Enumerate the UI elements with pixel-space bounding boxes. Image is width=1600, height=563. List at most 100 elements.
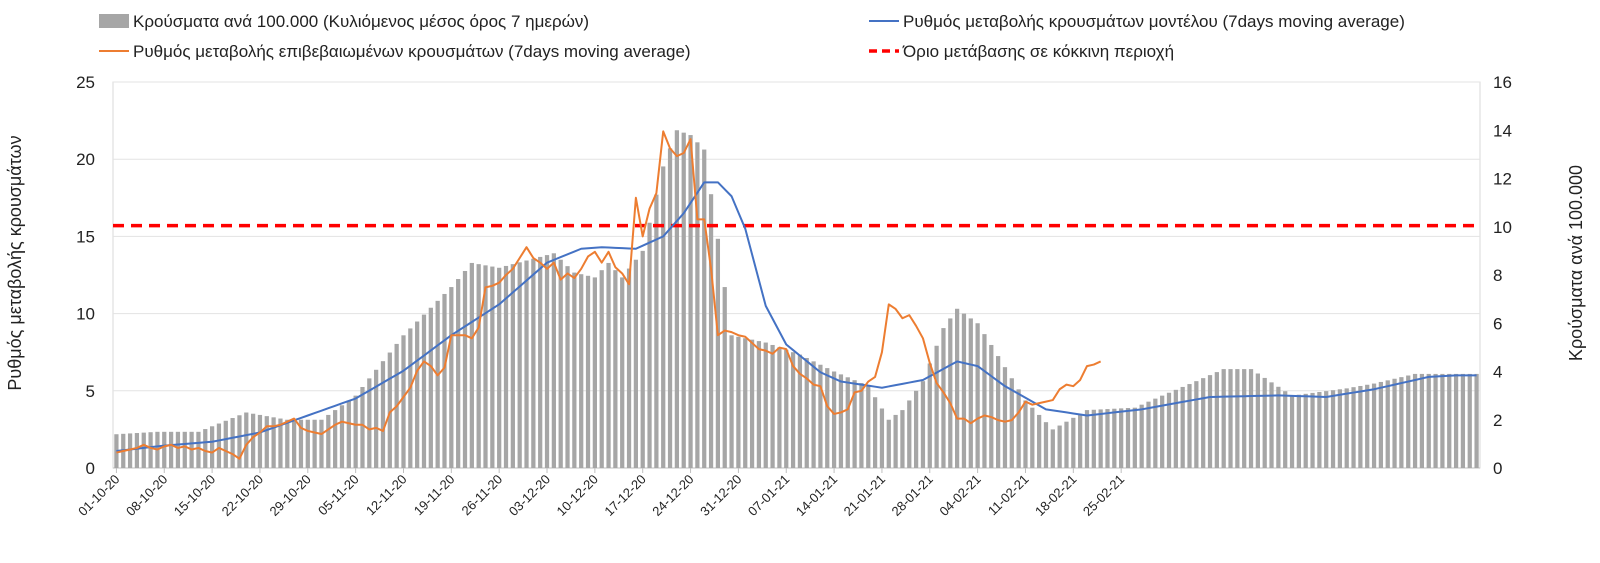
bar	[1324, 391, 1329, 468]
bar	[1214, 372, 1219, 468]
bar	[927, 363, 932, 468]
right-tick-label: 6	[1493, 314, 1502, 333]
bar	[558, 259, 563, 468]
bar	[305, 419, 310, 468]
right-tick-label: 10	[1493, 218, 1512, 237]
bar	[312, 419, 317, 468]
x-tick-label: 21-01-21	[841, 472, 888, 519]
right-tick-label: 8	[1493, 266, 1502, 285]
bar	[1358, 385, 1363, 468]
bar	[941, 328, 946, 468]
bar	[1276, 386, 1281, 468]
bar	[968, 318, 973, 468]
bar	[401, 335, 406, 468]
bar	[374, 369, 379, 468]
bar	[1207, 375, 1213, 468]
x-tick-label: 11-02-21	[985, 472, 1032, 519]
bar	[134, 433, 140, 468]
bar	[1002, 367, 1008, 468]
x-tick-label: 14-01-21	[793, 472, 840, 519]
bar	[736, 336, 741, 468]
x-tick-label: 10-12-20	[554, 472, 601, 519]
bar	[1412, 373, 1418, 468]
bar	[996, 356, 1001, 468]
bar	[729, 335, 734, 468]
bar	[462, 270, 468, 468]
bar	[285, 419, 290, 468]
bar	[661, 166, 666, 468]
bar	[1043, 422, 1049, 468]
bar	[852, 380, 857, 468]
bar	[831, 371, 837, 468]
bar	[1296, 394, 1301, 468]
bar	[326, 414, 331, 468]
bar	[1187, 384, 1192, 468]
bar	[1467, 373, 1472, 468]
bar	[1153, 398, 1158, 468]
bar	[1303, 393, 1308, 468]
bar	[442, 293, 447, 468]
bar	[360, 387, 365, 468]
bar	[1433, 373, 1438, 468]
bar	[654, 194, 659, 468]
model-line	[116, 181, 1477, 453]
bar	[763, 342, 768, 468]
left-tick-label: 20	[76, 150, 95, 169]
bar	[449, 287, 454, 468]
bar	[428, 307, 433, 468]
right-tick-label: 14	[1493, 121, 1512, 140]
bar	[538, 256, 543, 468]
bar	[1173, 389, 1178, 468]
bar	[606, 262, 611, 468]
left-axis-title: Ρυθμός μεταβολής κρουσμάτων	[5, 135, 25, 390]
bar	[599, 270, 604, 468]
x-tick-label: 08-10-20	[123, 472, 170, 519]
bar	[1399, 377, 1404, 468]
bar	[900, 410, 905, 468]
bar	[845, 377, 850, 468]
bar	[1447, 373, 1452, 468]
bar	[872, 397, 878, 468]
bar	[1112, 408, 1117, 468]
bar	[114, 434, 119, 468]
bar	[579, 274, 584, 468]
bar	[975, 323, 980, 468]
bar	[1119, 408, 1124, 468]
bar	[1221, 369, 1226, 468]
bar	[859, 383, 864, 468]
bar	[1078, 413, 1083, 468]
bar	[456, 279, 461, 468]
bar	[920, 381, 926, 468]
bar	[585, 275, 591, 468]
x-tick-label: 24-12-20	[649, 472, 696, 519]
bar	[257, 414, 263, 468]
bar	[886, 419, 891, 468]
bar	[770, 344, 775, 468]
bar	[1125, 408, 1131, 468]
x-tick-label: 28-01-21	[888, 472, 935, 519]
bar	[216, 423, 222, 468]
bar	[1474, 373, 1479, 468]
bar	[230, 418, 235, 468]
bar	[756, 341, 762, 468]
bar	[490, 266, 495, 468]
bar	[790, 352, 796, 468]
bar	[1050, 429, 1055, 468]
left-tick-label: 0	[86, 459, 95, 478]
bar	[955, 308, 960, 468]
bar	[749, 339, 755, 468]
bar	[592, 277, 597, 468]
bar	[1180, 386, 1185, 468]
bar	[1037, 414, 1042, 468]
bar	[633, 259, 638, 468]
legend: Κρούσματα ανά 100.000 (Κυλιόμενος μέσος …	[99, 12, 1405, 61]
right-axis-title: Κρούσματα ανά 100.000	[1566, 165, 1586, 361]
x-tick-label: 05-11-20	[315, 472, 362, 519]
bar	[1337, 389, 1342, 468]
bar	[1132, 407, 1137, 468]
bar	[1289, 395, 1295, 469]
bar	[264, 416, 269, 468]
bar	[196, 431, 201, 468]
bar	[838, 374, 844, 468]
